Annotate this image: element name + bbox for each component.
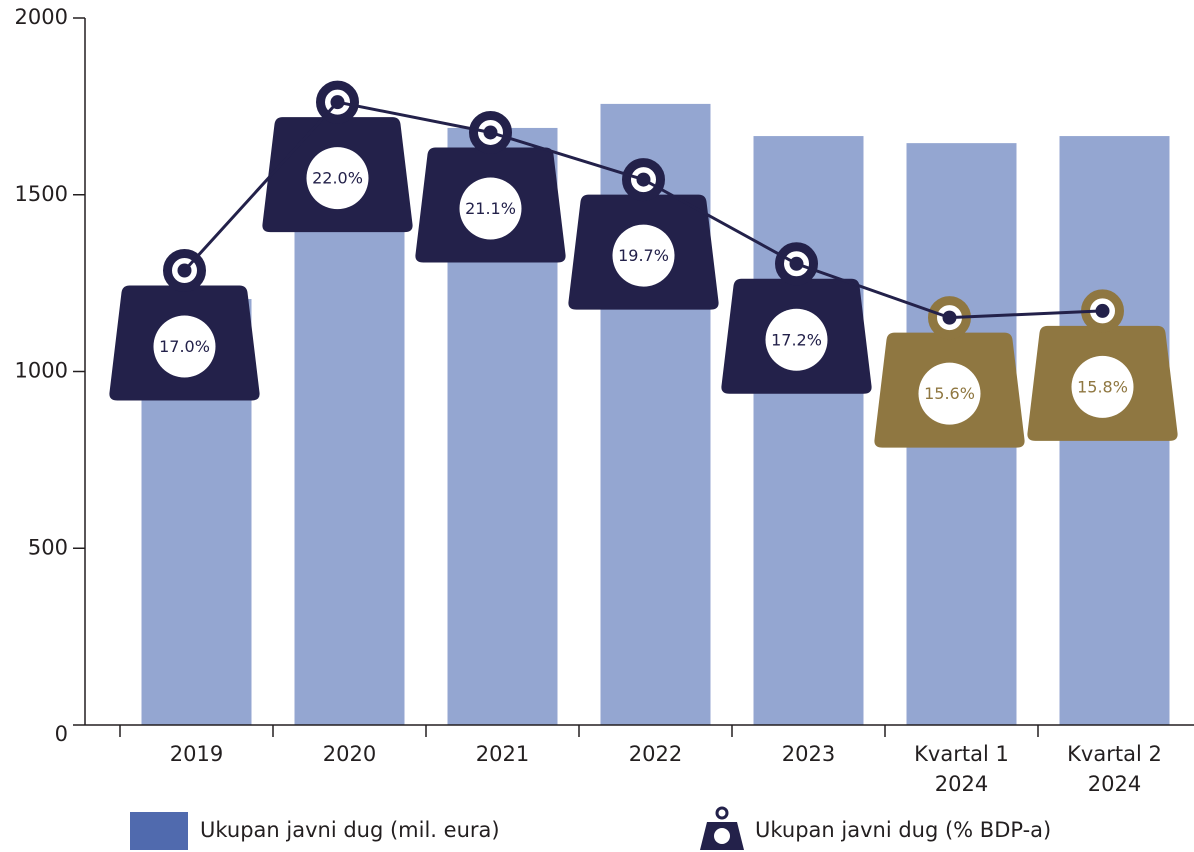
weight-label-bg (612, 224, 675, 287)
line-dot (1095, 303, 1110, 318)
value-label: 19.7% (618, 246, 669, 265)
weight: 17.2% (721, 242, 872, 394)
legend-label: Ukupan javni dug (mil. eura) (200, 818, 500, 842)
line-dot (483, 125, 498, 140)
y-tick-label: 1000 (15, 359, 68, 383)
legend-swatch-ring (715, 806, 729, 820)
value-label: 15.8% (1077, 377, 1128, 396)
y-tick-label: 0 (55, 722, 68, 746)
y-tick-label: 500 (28, 535, 68, 559)
weight: 22.0% (262, 80, 413, 233)
x-tick-label: Kvartal 2 2024 (1067, 742, 1162, 796)
weight-label-bg (306, 147, 369, 210)
x-tick-label: Kvartal 1 2024 (914, 742, 1009, 796)
value-label: 15.6% (924, 384, 975, 403)
line-dot (942, 310, 957, 325)
legend-swatch-shade (130, 812, 188, 850)
value-label: 17.0% (159, 337, 210, 356)
line-dot (177, 263, 192, 278)
bar (753, 136, 864, 726)
y-tick-label: 1500 (15, 182, 68, 206)
x-tick-label: 2020 (322, 742, 377, 766)
x-tick-label: 2021 (475, 742, 530, 766)
value-label: 21.1% (465, 199, 516, 218)
weight-label-bg (459, 177, 522, 240)
y-tick-label: 2000 (15, 5, 68, 29)
weight-label-bg (153, 315, 216, 378)
legend-label: Ukupan javni dug (% BDP-a) (755, 818, 1052, 842)
legend-swatch-dot (714, 828, 730, 844)
x-tick-label: 2023 (781, 742, 836, 766)
legend-swatch (130, 812, 188, 850)
weight: 15.6% (874, 296, 1025, 448)
line-dot (636, 172, 651, 187)
x-tick-label: 2019 (169, 742, 224, 766)
bar (294, 159, 405, 725)
value-label: 17.2% (771, 330, 822, 349)
line-dot (330, 95, 345, 110)
weight-label-bg (765, 308, 828, 371)
weight-label-bg (1071, 355, 1134, 418)
weight-label-bg (918, 362, 981, 425)
x-tick-label: 2022 (628, 742, 683, 766)
value-label: 22.0% (312, 169, 363, 188)
line-dot (789, 256, 804, 271)
